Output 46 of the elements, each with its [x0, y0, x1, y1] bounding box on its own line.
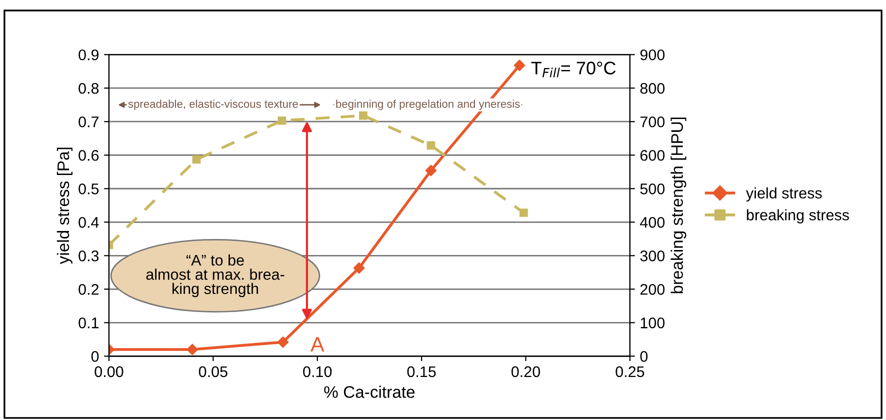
x-tick-label: 0.25	[616, 366, 644, 378]
annotation: T$_{Fill}$= 70°C	[531, 62, 616, 78]
y2-tick-label: 900	[640, 49, 665, 60]
y2-tick-label: 400	[640, 217, 665, 228]
y-tick-label: 0	[91, 351, 99, 362]
y2-tick-label: 0	[640, 351, 648, 362]
y-tick-label: 0.4	[78, 217, 99, 228]
point	[186, 344, 198, 356]
y-tick-label: 0.6	[78, 150, 99, 161]
point	[192, 155, 201, 164]
y2-tick-label: 500	[640, 183, 665, 194]
y2-tick-label: 800	[640, 82, 665, 94]
y-axis-title: yield stress [Pa]	[56, 148, 72, 264]
x-tick-label: 0.05	[198, 366, 228, 378]
y-tick-label: 0.3	[78, 250, 99, 262]
annotation: beginning of pregelation and yneresis	[336, 100, 520, 110]
y2-tick-label: 100	[640, 318, 665, 328]
y2-axis-title: breaking strength [HPU]	[670, 118, 686, 294]
y2-tick-label: 700	[640, 116, 665, 128]
y-tick-label: 0.2	[78, 284, 98, 295]
point	[520, 208, 528, 217]
annotation: “A” to be almost at max. brea- king strength	[146, 254, 284, 298]
point	[359, 111, 368, 120]
y-tick-label: 0.1	[78, 318, 99, 328]
point	[425, 164, 437, 176]
x-tick-label: 0.20	[511, 366, 540, 378]
y-tick-label: 0.9	[78, 49, 99, 60]
point	[514, 60, 526, 71]
point	[353, 262, 365, 274]
x-axis-title: % Ca-citrate	[324, 386, 415, 398]
annotation: spreadable, elastic-viscous texture	[128, 100, 298, 110]
y-tick-label: 0.8	[78, 82, 99, 94]
point	[278, 116, 286, 125]
y-tick-label: 0.5	[78, 183, 99, 194]
x-tick-label: 0.00	[94, 366, 124, 378]
x-tick-label: 0.10	[303, 366, 332, 378]
legend-label: breaking stress	[746, 209, 849, 224]
point	[277, 336, 289, 348]
y2-tick-label: 200	[640, 284, 665, 295]
annotation: A	[310, 337, 324, 352]
y2-tick-label: 600	[640, 150, 665, 161]
x-tick-label: 0.15	[407, 366, 436, 378]
y-tick-label: 0.7	[78, 116, 98, 128]
legend-label: yield stress	[746, 187, 822, 202]
point	[426, 141, 436, 150]
y2-tick-label: 300	[640, 250, 665, 262]
